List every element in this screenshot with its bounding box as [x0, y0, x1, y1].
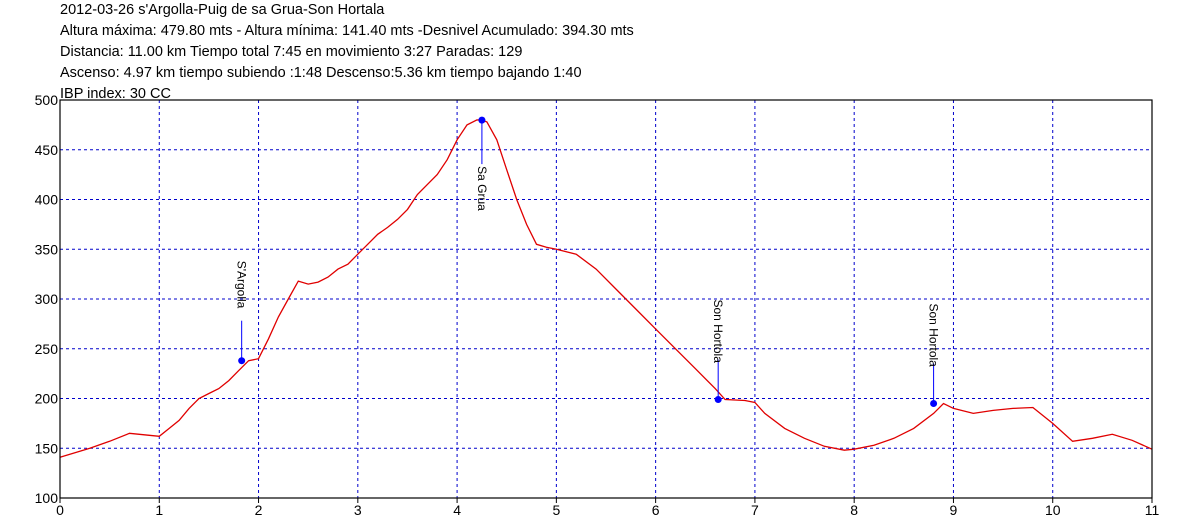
waypoint-marker	[238, 357, 246, 365]
ascent-descent-summary: Ascenso: 4.97 km tiempo subiendo :1:48 D…	[60, 65, 582, 81]
y-tick-label: 150	[35, 440, 59, 456]
x-tick-label: 11	[1145, 502, 1160, 518]
x-tick-label: 7	[751, 502, 759, 518]
x-tick-label: 3	[354, 502, 362, 518]
y-tick-label: 300	[35, 291, 59, 307]
y-tick-label: 500	[35, 92, 59, 108]
x-tick-label: 2	[255, 502, 263, 518]
waypoint-label: S'Argolla	[235, 261, 249, 309]
tick-labels: 0 1 2 3 4 5 6 7 8 9 10 11 100 150 200 250 300 350 400 450 50…	[35, 92, 1160, 518]
grid	[60, 100, 1152, 498]
waypoint-marker	[478, 116, 486, 124]
x-tick-label: 1	[155, 502, 163, 518]
distance-summary: Distancia: 11.00 km Tiempo total 7:45 en…	[60, 44, 523, 60]
y-tick-label: 400	[35, 192, 59, 208]
y-tick-label: 250	[35, 341, 59, 357]
chart-title: 2012-03-26 s'Argolla-Puig de sa Grua-Son…	[60, 2, 385, 18]
x-tick-label: 0	[56, 502, 64, 518]
y-tick-label: 100	[35, 490, 59, 506]
x-tick-label: 10	[1045, 502, 1061, 518]
waypoint-label: Sa Grua	[475, 166, 489, 211]
y-tick-label: 200	[35, 391, 59, 407]
y-tick-label: 350	[35, 241, 59, 257]
waypoint-marker	[714, 395, 722, 403]
x-tick-label: 8	[850, 502, 858, 518]
x-tick-label: 4	[453, 502, 461, 518]
altitude-summary: Altura máxima: 479.80 mts - Altura mínim…	[60, 23, 634, 39]
waypoint-marker	[930, 399, 938, 407]
waypoint-label: Son Hortola	[711, 299, 725, 363]
ibp-index: IBP index: 30 CC	[60, 86, 171, 102]
elevation-line	[59, 119, 1153, 458]
x-tick-label: 9	[950, 502, 958, 518]
waypoints: S'Argolla Sa Grua Son Hortola Son Hortola	[235, 116, 941, 407]
waypoint-label: Son Hortola	[927, 303, 941, 367]
x-tick-label: 5	[552, 502, 560, 518]
y-tick-label: 450	[35, 142, 59, 158]
x-tick-label: 6	[652, 502, 660, 518]
plot-frame	[59, 99, 1153, 499]
header: 2012-03-26 s'Argolla-Puig de sa Grua-Son…	[60, 0, 634, 105]
